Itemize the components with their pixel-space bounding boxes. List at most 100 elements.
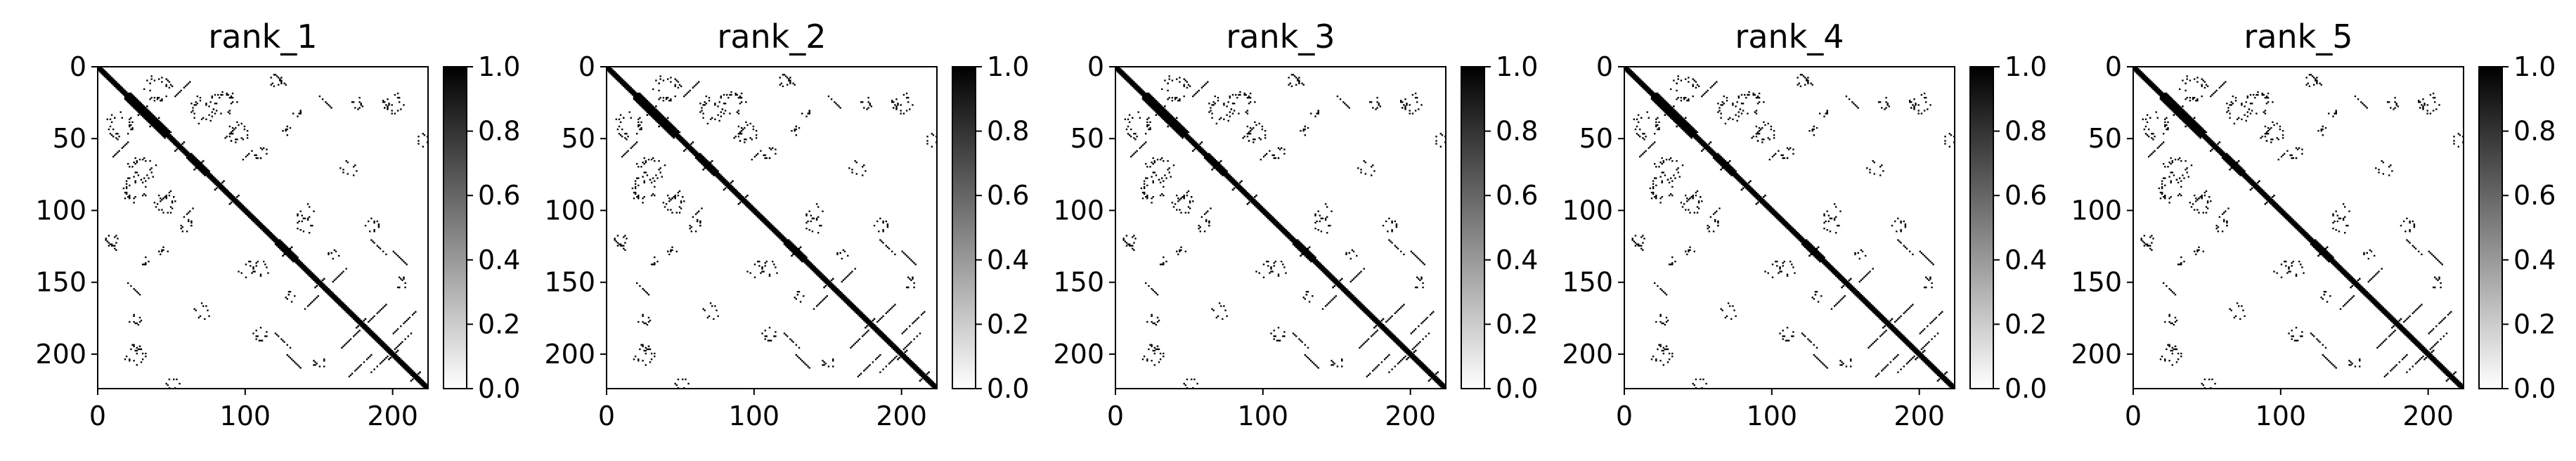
- heatmap-cell: [235, 141, 237, 143]
- heatmap-cell: [757, 152, 759, 155]
- heatmap-cell: [245, 209, 247, 211]
- heatmap-cell: [649, 111, 652, 113]
- heatmap-cell: [815, 217, 818, 220]
- heatmap-cell: [858, 309, 861, 311]
- heatmap-cell: [869, 322, 871, 325]
- heatmap-cell: [124, 91, 127, 93]
- heatmap-cell: [807, 264, 809, 266]
- heatmap-cell: [913, 338, 915, 340]
- heatmap-cell: [891, 344, 893, 346]
- heatmap-cell: [280, 82, 283, 84]
- heatmap-cell: [179, 145, 181, 148]
- heatmap-cell: [313, 273, 315, 275]
- heatmap-cell: [881, 334, 883, 336]
- heatmap-cell: [775, 233, 777, 235]
- heatmap-cell: [784, 334, 787, 336]
- heatmap-cell: [826, 282, 828, 285]
- colorbar-tick-label: 0.0: [987, 373, 1029, 404]
- heatmap-cell: [391, 351, 393, 353]
- heatmap-cell: [749, 207, 751, 209]
- heatmap-cell: [624, 133, 626, 135]
- heatmap-cell: [290, 252, 293, 254]
- heatmap-cell: [640, 344, 642, 346]
- heatmap-cell: [623, 85, 625, 87]
- heatmap-cell: [788, 246, 790, 248]
- heatmap-cell: [751, 158, 753, 161]
- heatmap-cell: [667, 209, 669, 211]
- heatmap-cell: [198, 164, 200, 167]
- heatmap-cell: [881, 331, 883, 333]
- heatmap-cell: [321, 282, 324, 285]
- heatmap-cell: [396, 345, 399, 348]
- heatmap-cell: [686, 92, 688, 95]
- heatmap-cell: [608, 70, 610, 72]
- heatmap-cell: [138, 294, 141, 296]
- heatmap-cell: [149, 98, 151, 100]
- heatmap-cell: [616, 242, 619, 244]
- heatmap-cell: [295, 256, 297, 259]
- heatmap-cell: [403, 104, 405, 106]
- heatmap-cell: [798, 357, 801, 359]
- heatmap-cell: [824, 297, 827, 299]
- heatmap-cell: [639, 124, 641, 126]
- heatmap-cell: [1132, 84, 1134, 86]
- heatmap-cell: [705, 161, 707, 164]
- heatmap-cell: [723, 103, 725, 105]
- heatmap-cell: [720, 96, 722, 99]
- heatmap-cell: [351, 312, 354, 314]
- heatmap-cell: [363, 322, 365, 325]
- heatmap-cell: [794, 130, 796, 132]
- heatmap-cell: [119, 85, 122, 87]
- heatmap-cell: [643, 105, 645, 108]
- heatmap-cell: [678, 206, 681, 208]
- heatmap-cell: [384, 348, 386, 351]
- heatmap-cell: [1155, 105, 1158, 108]
- heatmap-cell: [798, 291, 801, 293]
- heatmap-cell: [678, 190, 681, 193]
- heatmap-cell: [898, 352, 900, 355]
- heatmap-cell: [238, 195, 240, 197]
- heatmap-cell: [845, 301, 848, 303]
- heatmap-cell: [129, 358, 131, 361]
- heatmap-cell: [640, 105, 642, 108]
- heatmap-cell: [400, 257, 402, 260]
- heatmap-cell: [408, 368, 411, 370]
- heatmap-cell: [842, 297, 845, 299]
- heatmap-cell: [379, 339, 382, 342]
- heatmap-cell: [304, 308, 306, 310]
- heatmap-cell: [238, 271, 240, 273]
- heatmap-cell: [245, 155, 247, 158]
- heatmap-cell: [150, 96, 153, 99]
- heatmap-cell: [127, 141, 129, 143]
- heatmap-cell: [675, 131, 678, 134]
- heatmap-cell: [658, 114, 660, 116]
- heatmap-cell: [843, 278, 846, 280]
- heatmap-cell: [643, 157, 645, 160]
- heatmap-cell: [673, 133, 675, 135]
- heatmap-cell: [668, 121, 671, 124]
- colorbar-tick-label: 0.0: [478, 373, 520, 404]
- heatmap-cell: [286, 249, 288, 252]
- heatmap-cell: [204, 167, 206, 169]
- heatmap-cell: [658, 111, 660, 113]
- heatmap-cell: [686, 141, 688, 143]
- heatmap-cell: [105, 72, 107, 74]
- heatmap-cell: [181, 148, 183, 150]
- heatmap-cell: [114, 85, 116, 87]
- heatmap-cell: [799, 250, 802, 253]
- heatmap-cell: [739, 133, 742, 135]
- heatmap-cell: [114, 117, 116, 119]
- heatmap-cells: [98, 67, 429, 389]
- heatmap-cell: [238, 203, 240, 205]
- heatmap-cell: [394, 357, 396, 359]
- heatmap-cell: [654, 114, 656, 116]
- heatmap-cell: [1156, 101, 1159, 103]
- heatmap-cell: [836, 252, 839, 254]
- heatmap-cell: [228, 195, 231, 197]
- heatmap-cell: [819, 275, 821, 277]
- heatmap-cell: [914, 365, 917, 368]
- heatmap-cell: [746, 203, 749, 205]
- heatmap-cell: [1151, 98, 1153, 100]
- heatmap-cell: [765, 223, 768, 226]
- heatmap-cell: [721, 177, 724, 179]
